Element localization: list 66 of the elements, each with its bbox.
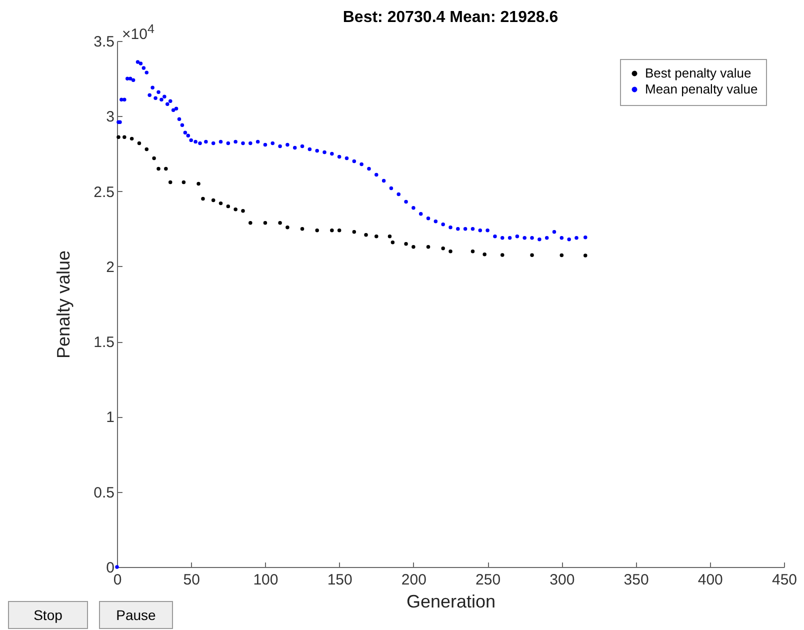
y-tick-label: 3.5 [94, 34, 114, 50]
y-tick-label: 2.5 [94, 184, 114, 201]
x-tick-label: 350 [624, 572, 649, 588]
x-axis-title: Generation [406, 592, 496, 612]
point [530, 253, 534, 258]
point [144, 147, 149, 152]
point [122, 135, 126, 140]
point [470, 250, 475, 254]
point [168, 180, 172, 184]
point [560, 253, 564, 258]
point [374, 234, 378, 238]
point [278, 220, 282, 225]
point [241, 208, 245, 213]
point [388, 234, 392, 238]
point [404, 242, 408, 246]
y-axis-title: Penalty value [54, 250, 74, 359]
point [441, 246, 445, 250]
legend-label: Mean penalty value [645, 82, 758, 96]
point [234, 207, 238, 212]
legend-label: Best penalty value [645, 66, 752, 80]
point [116, 135, 120, 140]
point [482, 252, 486, 256]
point [130, 136, 134, 141]
point [196, 182, 200, 186]
point [156, 166, 160, 171]
point [137, 141, 142, 146]
point [300, 226, 304, 231]
button: Stop [8, 601, 88, 629]
point [263, 220, 268, 225]
point [337, 228, 342, 232]
y-tick-label: 2 [106, 258, 114, 276]
x-tick-label: 300 [550, 572, 575, 588]
point [286, 225, 290, 230]
y-tick-label: 1 [106, 409, 114, 426]
point [364, 233, 368, 237]
point [218, 201, 223, 206]
point [500, 253, 504, 257]
x-tick-label: 250 [476, 572, 501, 588]
point [248, 220, 252, 225]
y-tick-label: 3 [106, 108, 114, 126]
button: Pause [99, 601, 173, 629]
point [584, 254, 588, 258]
x-tick-label: 50 [183, 572, 200, 588]
point [352, 230, 356, 234]
point [211, 198, 216, 202]
point [448, 250, 452, 254]
x-tick-label: 100 [253, 572, 278, 588]
y-tick-label: 1.5 [94, 334, 114, 352]
point [330, 228, 334, 232]
point [390, 240, 395, 244]
y-tick-label: 0 [106, 560, 114, 576]
point [226, 204, 230, 208]
annotation: ×10$^{4}$ [122, 22, 154, 43]
point [152, 156, 156, 160]
point [164, 166, 168, 171]
point [315, 228, 319, 232]
x-tick-label: 150 [327, 572, 352, 588]
point [426, 245, 430, 249]
y-tick-label: 0.5 [94, 484, 114, 502]
point [412, 245, 416, 249]
x-tick-label: 200 [401, 572, 426, 588]
x-tick-label: 450 [772, 572, 798, 588]
chart-title: Best: 20730.4 Mean: 21928.6 [342, 9, 558, 26]
x-tick-label: 400 [698, 572, 723, 588]
point [182, 180, 186, 184]
point [201, 196, 205, 201]
